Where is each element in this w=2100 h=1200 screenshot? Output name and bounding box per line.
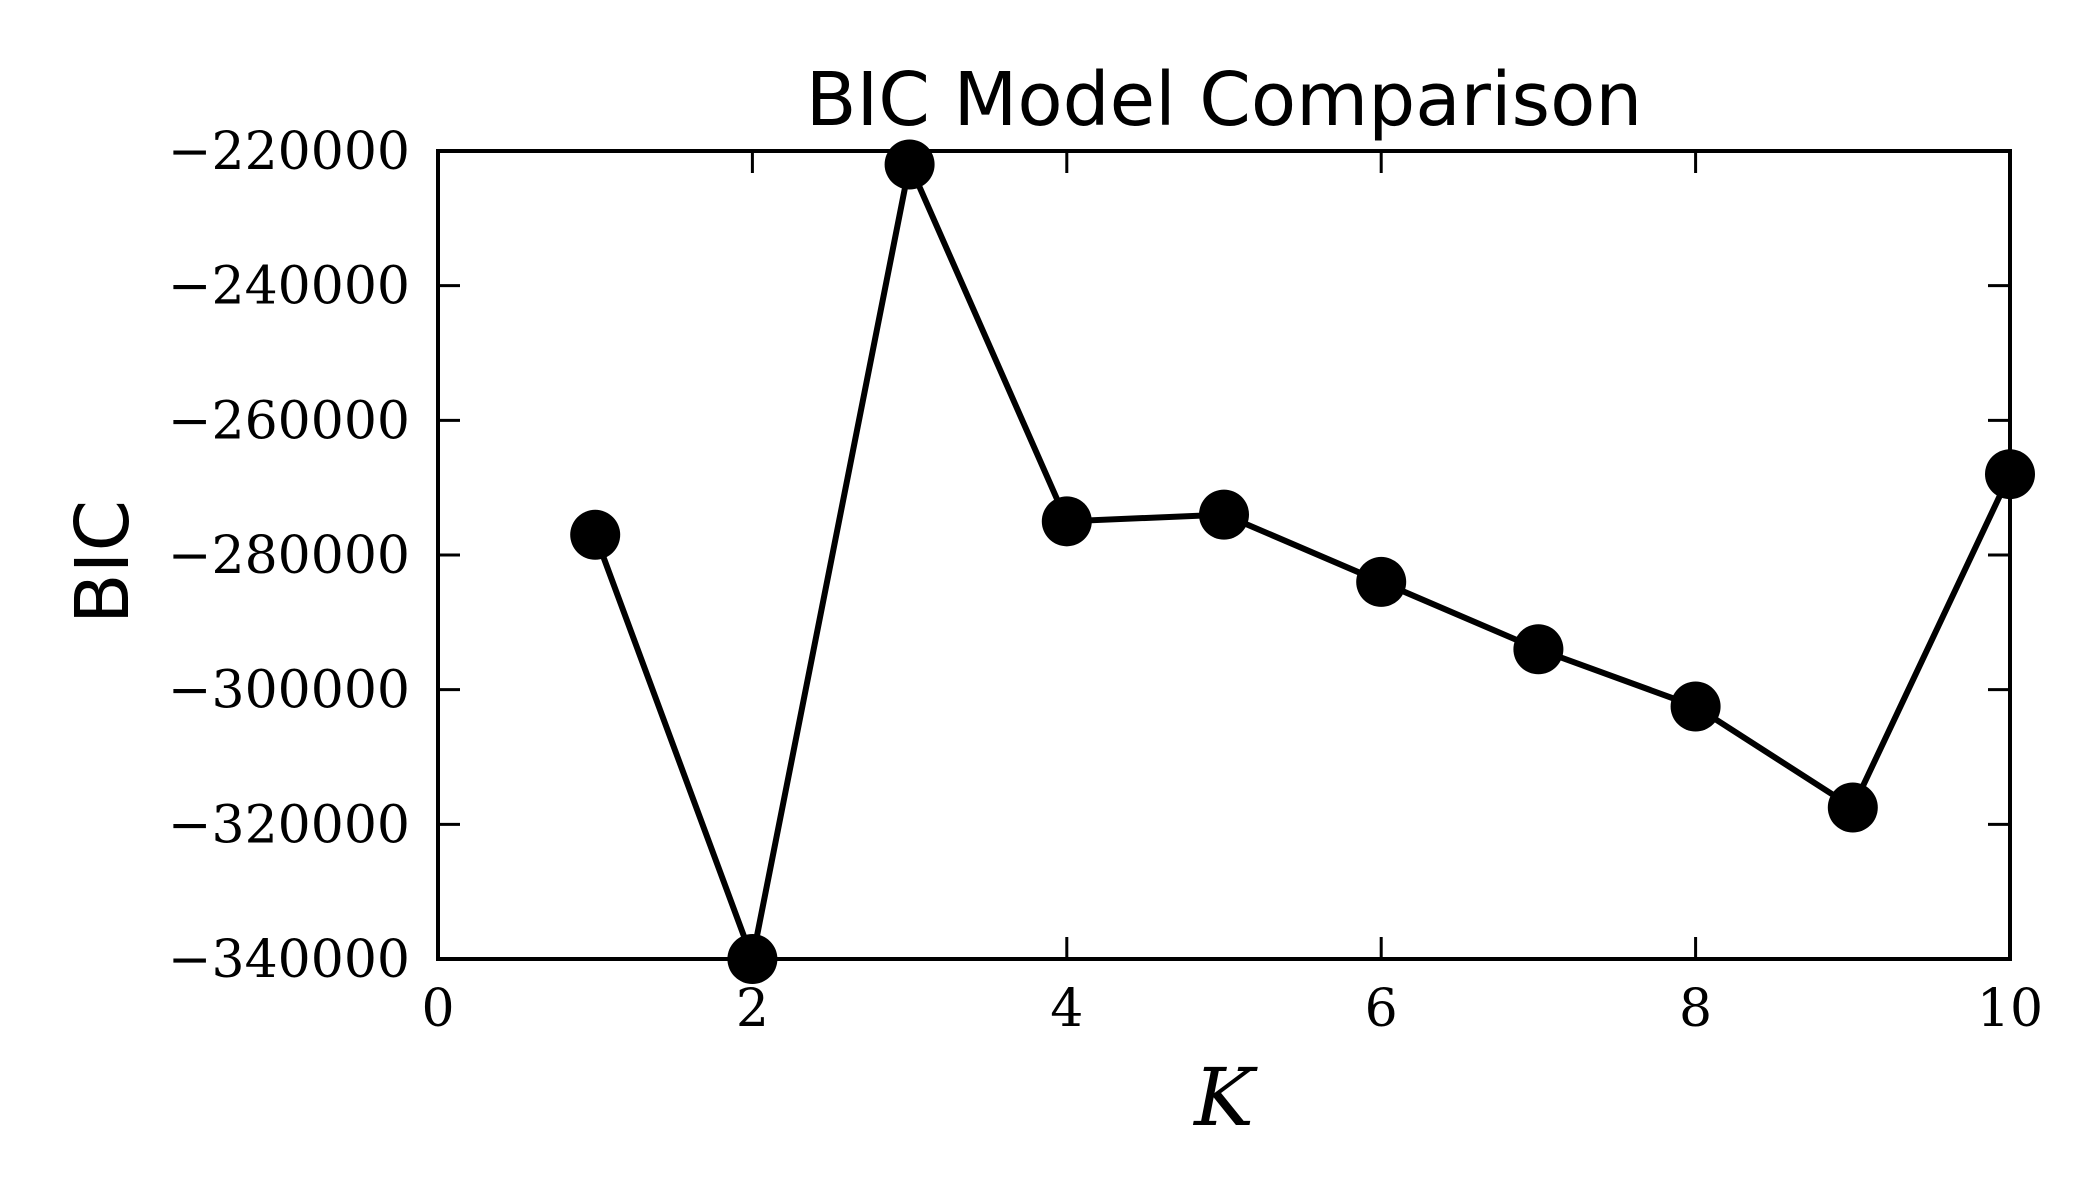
data-point	[1199, 489, 1249, 540]
chart-title: BIC Model Comparison	[806, 57, 1643, 143]
data-point	[570, 509, 621, 560]
series-line	[592, 154, 2013, 971]
y-axis-label: BIC	[60, 500, 146, 624]
data-point	[1041, 496, 1092, 547]
data-point	[1513, 624, 1564, 675]
x-tick-label: 10	[1977, 979, 2043, 1039]
y-tick-label: −280000	[168, 526, 410, 586]
data-point	[884, 139, 935, 190]
data-point	[1356, 556, 1407, 607]
x-tick-label: 8	[1679, 979, 1712, 1039]
data-series	[570, 139, 2035, 984]
x-tick-label: 4	[1050, 979, 1083, 1039]
y-tick-label: −220000	[168, 122, 410, 182]
y-tick-label: −240000	[168, 257, 410, 317]
plot-frame	[436, 149, 2012, 961]
data-point	[1670, 681, 1721, 732]
x-tick-label: 0	[421, 979, 454, 1039]
y-tick-label: −340000	[168, 930, 410, 990]
y-tick-label: −300000	[168, 661, 410, 721]
y-tick-label: −260000	[168, 391, 410, 451]
x-tick-label: 2	[736, 979, 769, 1039]
axis-ticks: 0 2 4 6 8 10 −220000 −240000 −260000 −280000 −3000…	[168, 122, 2043, 1039]
y-tick-label: −320000	[168, 795, 410, 855]
x-tick-label: 6	[1365, 979, 1398, 1039]
x-axis-label: K	[1192, 1051, 1258, 1144]
data-point	[1827, 782, 1878, 833]
